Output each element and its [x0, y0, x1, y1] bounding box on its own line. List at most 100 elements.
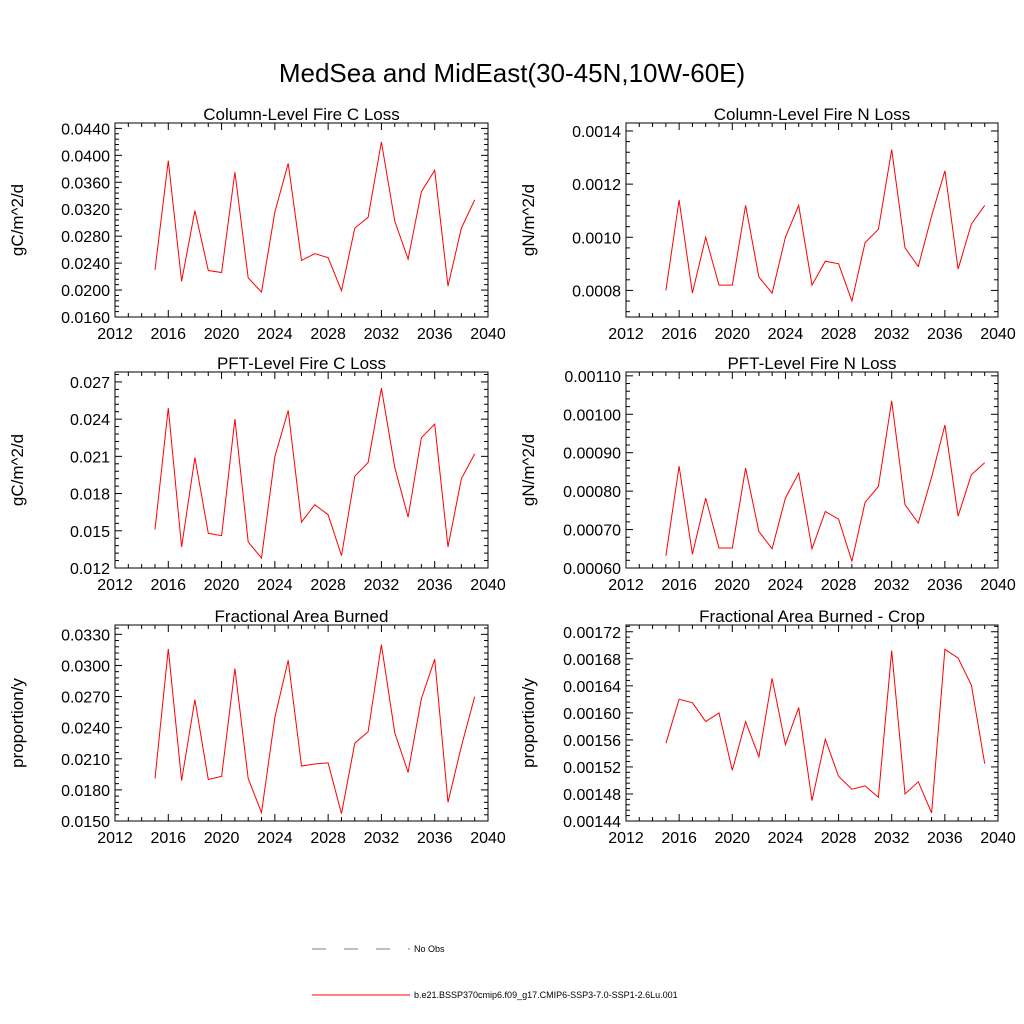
y-tick-label: 0.00060 — [563, 561, 621, 578]
y-tick-label: 0.00144 — [563, 814, 621, 831]
x-tick-label: 2028 — [310, 326, 346, 343]
series-line — [154, 644, 476, 815]
x-tick-label: 2016 — [661, 577, 697, 594]
series-line — [665, 149, 986, 303]
x-tick-label: 2012 — [608, 326, 644, 343]
x-tick-label: 2040 — [980, 830, 1016, 847]
y-tick-label: 0.0200 — [61, 283, 110, 300]
y-tick-label: 0.0160 — [61, 310, 110, 327]
x-tick-label: 2024 — [257, 830, 293, 847]
x-tick-label: 2020 — [714, 577, 750, 594]
x-tick-label: 2040 — [470, 830, 506, 847]
plot-frame — [114, 122, 489, 318]
y-tick-label: 0.00152 — [563, 760, 621, 777]
y-axis-label: gN/m^2/d — [519, 434, 538, 506]
x-tick-label: 2012 — [608, 830, 644, 847]
figure-title: MedSea and MidEast(30-45N,10W-60E) — [278, 58, 746, 88]
x-tick-label: 2016 — [661, 326, 697, 343]
x-tick-label: 2024 — [257, 326, 293, 343]
y-tick-label: 0.0270 — [61, 690, 110, 707]
y-tick-label: 0.0400 — [61, 148, 110, 165]
chart-panel-4: PFT-Level Fire N Loss gN/m^2/d 2012 2016 202… — [519, 354, 1016, 594]
x-tick-label: 2036 — [927, 577, 963, 594]
y-tick-label: 0.00164 — [563, 679, 621, 696]
y-tick-label: 0.0240 — [61, 256, 110, 273]
x-tick-label: 2020 — [204, 326, 240, 343]
plot-frame — [625, 371, 999, 569]
x-tick-label: 2036 — [417, 326, 453, 343]
x-tick-label: 2020 — [714, 326, 750, 343]
panel-title: Fractional Area Burned — [215, 607, 389, 626]
panel-title: Fractional Area Burned - Crop — [699, 607, 925, 626]
y-tick-label: 0.0180 — [61, 783, 110, 800]
x-tick-label: 2016 — [661, 830, 697, 847]
x-tick-label: 2028 — [821, 830, 857, 847]
x-tick-label: 2040 — [470, 577, 506, 594]
y-axis-label: proportion/y — [519, 678, 538, 768]
y-tick-label: 0.018 — [70, 487, 110, 504]
chart-panel-6: Fractional Area Burned - Crop proportion/… — [519, 607, 1016, 847]
x-tick-label: 2028 — [310, 830, 346, 847]
y-tick-label: 0.0210 — [61, 752, 110, 769]
x-tick-label: 2032 — [874, 577, 910, 594]
x-tick-label: 2012 — [608, 577, 644, 594]
series-line — [154, 141, 476, 294]
series-line — [665, 400, 986, 564]
x-tick-label: 2020 — [714, 830, 750, 847]
x-tick-label: 2016 — [150, 830, 186, 847]
y-tick-label: 0.0012 — [572, 177, 621, 194]
y-tick-label: 0.0240 — [61, 721, 110, 738]
x-tick-label: 2020 — [204, 577, 240, 594]
y-tick-label: 0.027 — [70, 375, 110, 392]
y-tick-label: 0.0010 — [572, 230, 621, 247]
y-axis-label: gN/m^2/d — [519, 184, 538, 256]
y-tick-label: 0.0440 — [61, 121, 110, 138]
panel-title: Column-Level Fire C Loss — [203, 105, 400, 124]
y-tick-label: 0.0300 — [61, 658, 110, 675]
y-tick-label: 0.00100 — [563, 407, 621, 424]
x-tick-label: 2024 — [768, 577, 804, 594]
chart-panel-3: PFT-Level Fire C Loss gC/m^2/d 2012 2016 202… — [8, 354, 506, 594]
x-tick-label: 2016 — [150, 326, 186, 343]
y-tick-label: 0.0360 — [61, 175, 110, 192]
y-tick-label: 0.00110 — [564, 369, 621, 386]
x-tick-label: 2036 — [417, 830, 453, 847]
series-line — [665, 648, 986, 814]
panel-title: PFT-Level Fire N Loss — [727, 354, 896, 373]
x-tick-label: 2024 — [768, 830, 804, 847]
y-axis-label: gC/m^2/d — [8, 184, 27, 256]
y-tick-label: 0.0280 — [61, 229, 110, 246]
x-tick-label: 2024 — [257, 577, 293, 594]
y-tick-label: 0.0320 — [61, 202, 110, 219]
x-tick-label: 2032 — [874, 830, 910, 847]
x-tick-label: 2012 — [97, 577, 133, 594]
y-tick-label: 0.015 — [70, 524, 110, 541]
x-tick-label: 2040 — [980, 577, 1016, 594]
chart-panel-5: Fractional Area Burned proportion/y 2012 20… — [8, 607, 506, 847]
y-tick-label: 0.0150 — [61, 814, 110, 831]
x-tick-label: 2032 — [364, 326, 400, 343]
legend-run-label: b.e21.BSSP370cmip6.f09_g17.CMIP6-SSP3-7.… — [414, 990, 678, 1000]
y-tick-label: 0.0014 — [572, 124, 621, 141]
y-tick-label: 0.00160 — [563, 706, 621, 723]
x-tick-label: 2032 — [364, 830, 400, 847]
chart-panel-2: Column-Level Fire N Loss gN/m^2/d 2012 2016… — [519, 105, 1016, 343]
y-tick-label: 0.00080 — [563, 484, 621, 501]
x-tick-label: 2012 — [97, 830, 133, 847]
legend-no-obs-label: No Obs — [414, 944, 445, 954]
x-tick-label: 2028 — [821, 577, 857, 594]
y-tick-label: 0.00168 — [563, 652, 621, 669]
plot-frame — [114, 371, 489, 569]
x-tick-label: 2032 — [874, 326, 910, 343]
y-axis-label: gC/m^2/d — [8, 434, 27, 506]
y-tick-label: 0.024 — [70, 412, 110, 429]
x-tick-label: 2036 — [417, 577, 453, 594]
panel-title: PFT-Level Fire C Loss — [217, 354, 386, 373]
y-tick-label: 0.00090 — [563, 446, 621, 463]
x-tick-label: 2024 — [768, 326, 804, 343]
y-axis-label: proportion/y — [8, 678, 27, 768]
x-tick-label: 2028 — [310, 577, 346, 594]
x-tick-label: 2020 — [204, 830, 240, 847]
x-tick-label: 2036 — [927, 830, 963, 847]
